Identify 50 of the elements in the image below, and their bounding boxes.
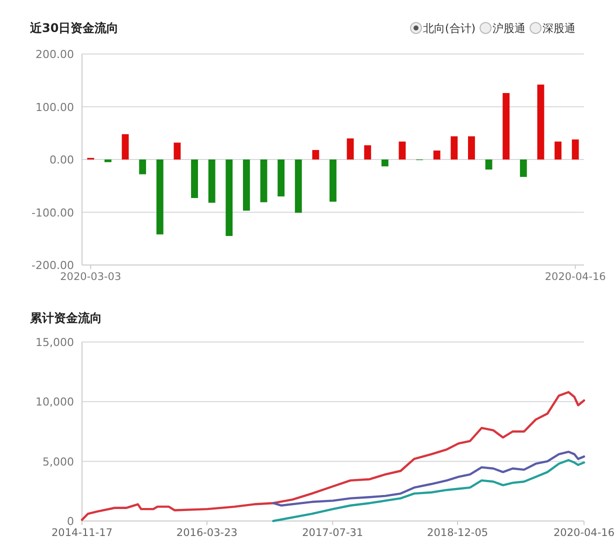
bar: [502, 93, 510, 160]
chart-title: 累计资金流向: [29, 311, 102, 325]
y-tick-label: -200.00: [32, 259, 74, 272]
bar: [572, 139, 579, 160]
bar: [433, 150, 440, 160]
bar: [468, 136, 475, 160]
bar: [278, 160, 285, 196]
x-tick-label: 2014-11-17: [51, 527, 113, 539]
y-tick-label: 5,000: [42, 455, 74, 468]
bar: [537, 84, 544, 160]
bar: [554, 142, 562, 160]
y-tick-label: 200.00: [36, 48, 74, 61]
bar: [242, 160, 250, 211]
bar: [208, 160, 216, 203]
x-tick-label: 2020-04-16: [553, 527, 615, 539]
bar: [294, 160, 302, 213]
line-series: [272, 450, 586, 507]
text: 深股通: [542, 22, 576, 35]
bar: [398, 142, 406, 160]
bar: [139, 160, 146, 174]
line-series: [272, 459, 586, 522]
bar: [260, 160, 268, 202]
chart-title: 近30日资金流向: [29, 21, 119, 35]
bar: [191, 160, 198, 198]
y-tick-label: 0: [67, 515, 74, 528]
bar: [156, 160, 164, 234]
text: 北向(合计): [423, 22, 476, 35]
bar: [226, 160, 233, 236]
bar: [346, 138, 354, 160]
x-tick-label: 2020-04-16: [544, 271, 606, 283]
x-tick-label: 2018-12-05: [427, 527, 488, 539]
bar: [174, 142, 181, 160]
bar: [330, 160, 336, 202]
x-tick-label: 2016-03-23: [176, 527, 238, 539]
bar: [122, 134, 129, 160]
bar: [381, 160, 388, 166]
x-tick-label: 2020-03-03: [60, 271, 122, 283]
x-tick-label: 2017-07-31: [302, 527, 364, 539]
bar: [364, 145, 372, 160]
y-tick-label: -100.00: [32, 206, 74, 220]
y-tick-label: 10,000: [36, 396, 74, 409]
text: 沪股通: [492, 22, 526, 35]
bar: [104, 160, 112, 162]
y-tick-label: 0.00: [50, 154, 74, 166]
bar: [485, 160, 492, 170]
bar: [312, 150, 320, 160]
y-tick-label: 100.00: [36, 100, 74, 114]
bar: [450, 136, 458, 160]
bar: [520, 160, 527, 177]
y-tick-label: 15,000: [36, 336, 74, 349]
